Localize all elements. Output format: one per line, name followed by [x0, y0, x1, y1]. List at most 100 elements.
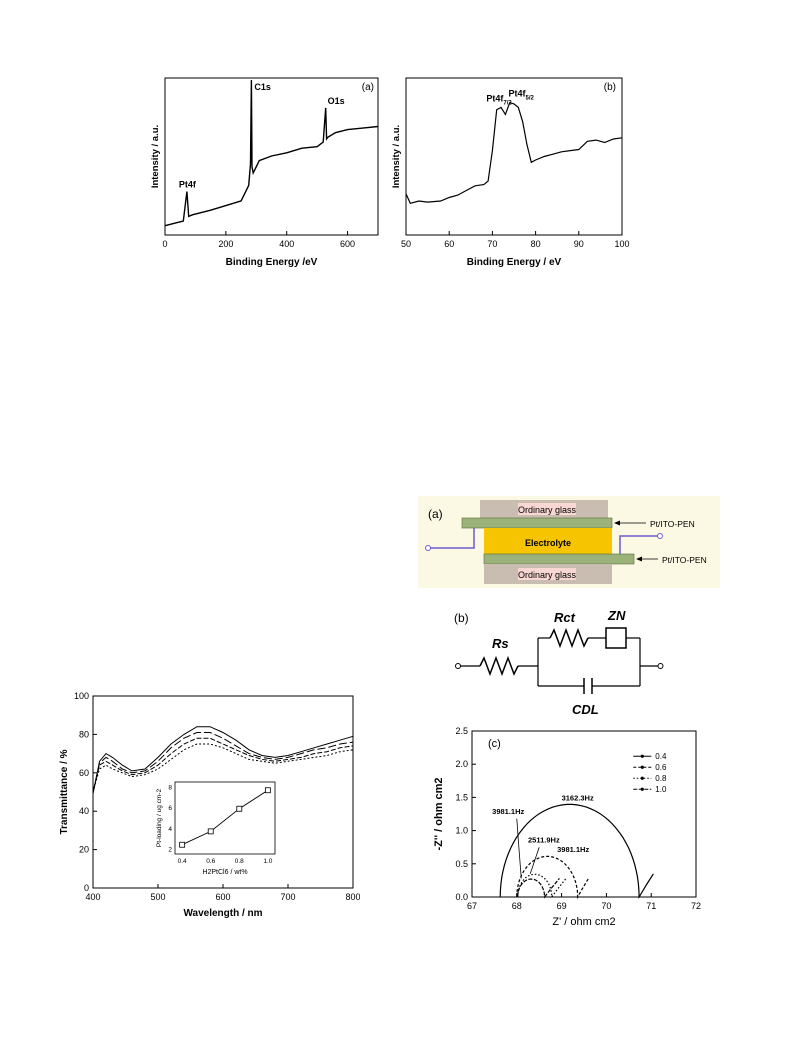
- rs-label: Rs: [492, 636, 509, 651]
- inset-x-tick-label: 0.6: [206, 858, 215, 865]
- panel-label: (b): [604, 82, 616, 93]
- x-tick-label: 600: [340, 239, 355, 249]
- bottom-glass-label-bg: [518, 568, 576, 580]
- legend-marker: [640, 765, 644, 769]
- xps-pt4f-figure: 50 60 70 80 90 100 Binding Energy / eV Intensit…: [391, 70, 632, 270]
- legend-label: 1.0: [655, 785, 667, 794]
- peak-label-pt4f72: Pt4f7/2: [486, 93, 512, 106]
- right-wire: [619, 535, 658, 554]
- x-tick-label: 68: [512, 901, 522, 911]
- y-tick-label: 0.0: [455, 892, 468, 902]
- x-tick-label: 700: [280, 892, 295, 902]
- electrolyte-layer: [484, 528, 612, 554]
- nyquist-figure: 67 68 69 70 71 72 0.0 0.5 1.0 1.5 2.0 2.5 Z' / ohm c…: [428, 725, 703, 930]
- peak-label-2511: 2511.9Hz: [528, 836, 560, 845]
- panel-label: (c): [488, 738, 501, 750]
- y-tick-label: 80: [79, 729, 89, 739]
- peak-label-3981-b: 3981.1Hz: [557, 845, 589, 854]
- y-tick-label: 100: [74, 691, 89, 701]
- right-terminal: [657, 533, 663, 539]
- leader-line: [516, 818, 522, 879]
- legend-label: 0.6: [655, 763, 667, 772]
- rct-resistor: [549, 627, 589, 649]
- x-tick-label: 90: [574, 239, 584, 249]
- inset-x-tick-label: 0.8: [235, 858, 244, 865]
- xps-survey-chart: 0 200 400 600 Binding Energy /eV Intensity / …: [150, 77, 379, 268]
- inset-y-tick-label: 6: [168, 805, 172, 812]
- bottom-electrode-layer: [483, 553, 635, 565]
- nyquist-series-0.4: [499, 803, 654, 900]
- x-tick-label: 800: [345, 892, 360, 902]
- bottom-electrode-arrowhead: [636, 556, 642, 562]
- x-tick-label: 60: [444, 239, 454, 249]
- x-tick-label: 71: [646, 901, 656, 911]
- transmittance-chart: 0 20 40 60 80 100 400 500 600 700 800 Wavelength / …: [59, 691, 361, 919]
- cell-structure-svg: (a) Ordinary glass Electrolyte Ordinary …: [425, 500, 707, 584]
- equivalent-circuit-diagram: (b) Rs Rct ZN CDL: [450, 600, 680, 722]
- nyquist-series-0.8: [517, 873, 567, 899]
- electrolyte-label: Electrolyte: [525, 538, 571, 548]
- inset-y-tick-label: 4: [168, 826, 172, 833]
- legend-marker: [640, 787, 644, 791]
- cell-panel-label: (a): [428, 507, 443, 521]
- y-tick-label: 40: [79, 806, 89, 816]
- x-tick-label: 600: [215, 892, 230, 902]
- y-tick-label: 2.0: [455, 759, 468, 769]
- inset-x-label: H2PtCl6 / wt%: [202, 869, 247, 876]
- left-wire: [430, 528, 475, 549]
- transmittance-series-line: [92, 737, 354, 793]
- y-axis-label: Intensity / a.u.: [150, 125, 161, 188]
- x-tick-label: 100: [614, 239, 629, 249]
- transmittance-figure: 0 20 40 60 80 100 400 500 600 700 800 Wavelength / …: [55, 688, 361, 928]
- x-axis-label: Wavelength / nm: [183, 908, 262, 919]
- zn-element: [605, 627, 627, 649]
- peak-label-pt4f52: Pt4f5/2: [509, 89, 535, 102]
- legend-label: 0.8: [655, 774, 667, 783]
- nyquist-chart: 67 68 69 70 71 72 0.0 0.5 1.0 1.5 2.0 2.5 Z' / ohm c…: [433, 726, 701, 928]
- nyquist-series-0.6: [516, 855, 590, 900]
- legend-marker: [640, 776, 644, 780]
- inset-x-tick-label: 0.4: [178, 858, 187, 865]
- x-tick-label: 69: [557, 901, 567, 911]
- equivalent-circuit-svg: (b) Rs Rct ZN CDL: [454, 608, 664, 717]
- x-tick-label: 500: [150, 892, 165, 902]
- inset-line: [181, 789, 269, 846]
- x-tick-label: 70: [601, 901, 611, 911]
- circuit-right-terminal: [657, 663, 664, 669]
- x-tick-label: 400: [85, 892, 100, 902]
- x-tick-label: 0: [162, 239, 167, 249]
- peak-label-c1s: C1s: [254, 82, 271, 92]
- x-tick-label: 80: [531, 239, 541, 249]
- nyquist-series-1.0: [517, 878, 560, 899]
- inset-marker: [207, 828, 214, 835]
- survey-spectrum-line: [164, 79, 379, 227]
- x-axis-label: Z' / ohm cm2: [552, 916, 615, 928]
- inset-marker: [236, 805, 243, 812]
- inset-x-tick-label: 1.0: [263, 858, 272, 865]
- peak-label-3981-a: 3981.1Hz: [492, 807, 524, 816]
- pt4f-spectrum-line: [405, 101, 623, 205]
- zn-label: ZN: [607, 608, 626, 623]
- peak-label-o1s: O1s: [328, 96, 345, 106]
- plot-frame: [471, 730, 697, 898]
- transmittance-series-line: [92, 732, 354, 793]
- y-tick-label: 60: [79, 768, 89, 778]
- y-axis-label: Transmittance / %: [59, 749, 70, 834]
- leader-line: [529, 847, 540, 874]
- peak-label-3162: 3162.3Hz: [562, 794, 594, 803]
- bottom-electrode-label: Pt/ITO-PEN: [662, 555, 707, 565]
- x-tick-label: 50: [401, 239, 411, 249]
- plot-frame: [405, 77, 623, 236]
- y-tick-label: 2.5: [455, 726, 468, 736]
- top-electrode-arrowhead: [614, 520, 620, 526]
- y-tick-label: 0: [84, 883, 89, 893]
- x-tick-label: 200: [218, 239, 233, 249]
- left-terminal: [425, 545, 431, 551]
- top-electrode-label: Pt/ITO-PEN: [650, 519, 695, 529]
- inset-y-label: Pt-loading / ug cm-2: [156, 789, 163, 848]
- y-axis-label: Intensity / a.u.: [392, 125, 402, 188]
- xps-pt4f-chart: 50 60 70 80 90 100 Binding Energy / eV Intensit…: [391, 77, 630, 268]
- inset-marker: [179, 841, 186, 848]
- x-axis-label: Binding Energy / eV: [467, 257, 562, 268]
- cdl-label: CDL: [572, 702, 599, 717]
